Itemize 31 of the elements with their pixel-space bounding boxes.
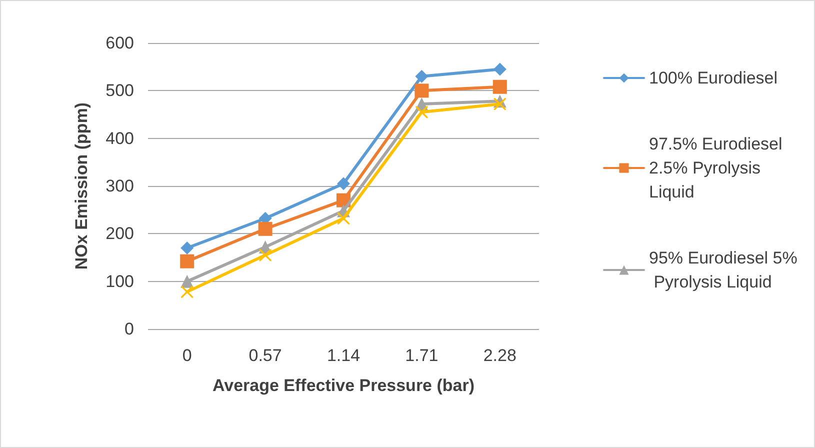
point [493, 62, 506, 76]
legend-label: 95% Eurodiesel 5% Pyrolysis Liquid [649, 248, 798, 292]
point [258, 222, 272, 236]
point [180, 254, 194, 268]
y-tick-label: 400 [106, 128, 134, 148]
x-tick-label: 2.28 [483, 346, 516, 365]
x-tick-label: 1.71 [405, 346, 438, 365]
y-tick-label: 0 [124, 320, 134, 338]
point [415, 70, 428, 83]
x-axis-title: Average Effective Pressure (bar) [212, 376, 475, 395]
x-tick-label: 0.57 [248, 346, 282, 365]
point [181, 286, 194, 298]
legend-label: 97.5% Eurodiesel 2.5% Pyrolysis Liquid [649, 134, 787, 202]
legend-label: 100% Eurodiesel [649, 68, 778, 88]
y-tick-label: 100 [106, 272, 134, 291]
point [492, 80, 507, 94]
point [338, 212, 350, 224]
y-tick-label: 200 [106, 224, 134, 244]
point [180, 241, 194, 254]
point [414, 84, 429, 98]
point [180, 274, 194, 288]
x-tick-label: 1.14 [326, 346, 360, 365]
point [416, 106, 428, 118]
y-axis-title: NOx Emission (ppm) [72, 102, 91, 270]
point [259, 249, 272, 262]
y-tick-label: 600 [106, 34, 134, 52]
point [337, 177, 350, 190]
y-tick-label: 500 [106, 81, 134, 100]
y-tick-label: 300 [106, 176, 134, 196]
point [494, 98, 506, 110]
x-tick-label: 0 [182, 346, 192, 365]
